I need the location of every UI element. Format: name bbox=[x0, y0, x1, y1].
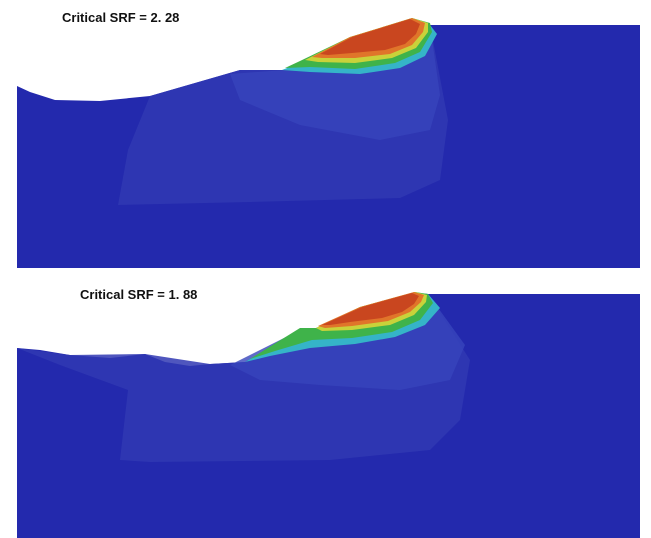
slope-panel-srf-2-28: Critical SRF = 2. 28 bbox=[0, 0, 651, 268]
slope-contour-plot bbox=[17, 18, 640, 268]
slope-contour-plot bbox=[17, 292, 640, 538]
panel-title: Critical SRF = 1. 88 bbox=[80, 287, 198, 302]
slope-panel-srf-1-88: Critical SRF = 1. 88 bbox=[0, 270, 651, 538]
contour-core-red bbox=[322, 293, 419, 325]
panel-title: Critical SRF = 2. 28 bbox=[62, 10, 180, 25]
contour-core-red bbox=[320, 19, 420, 55]
